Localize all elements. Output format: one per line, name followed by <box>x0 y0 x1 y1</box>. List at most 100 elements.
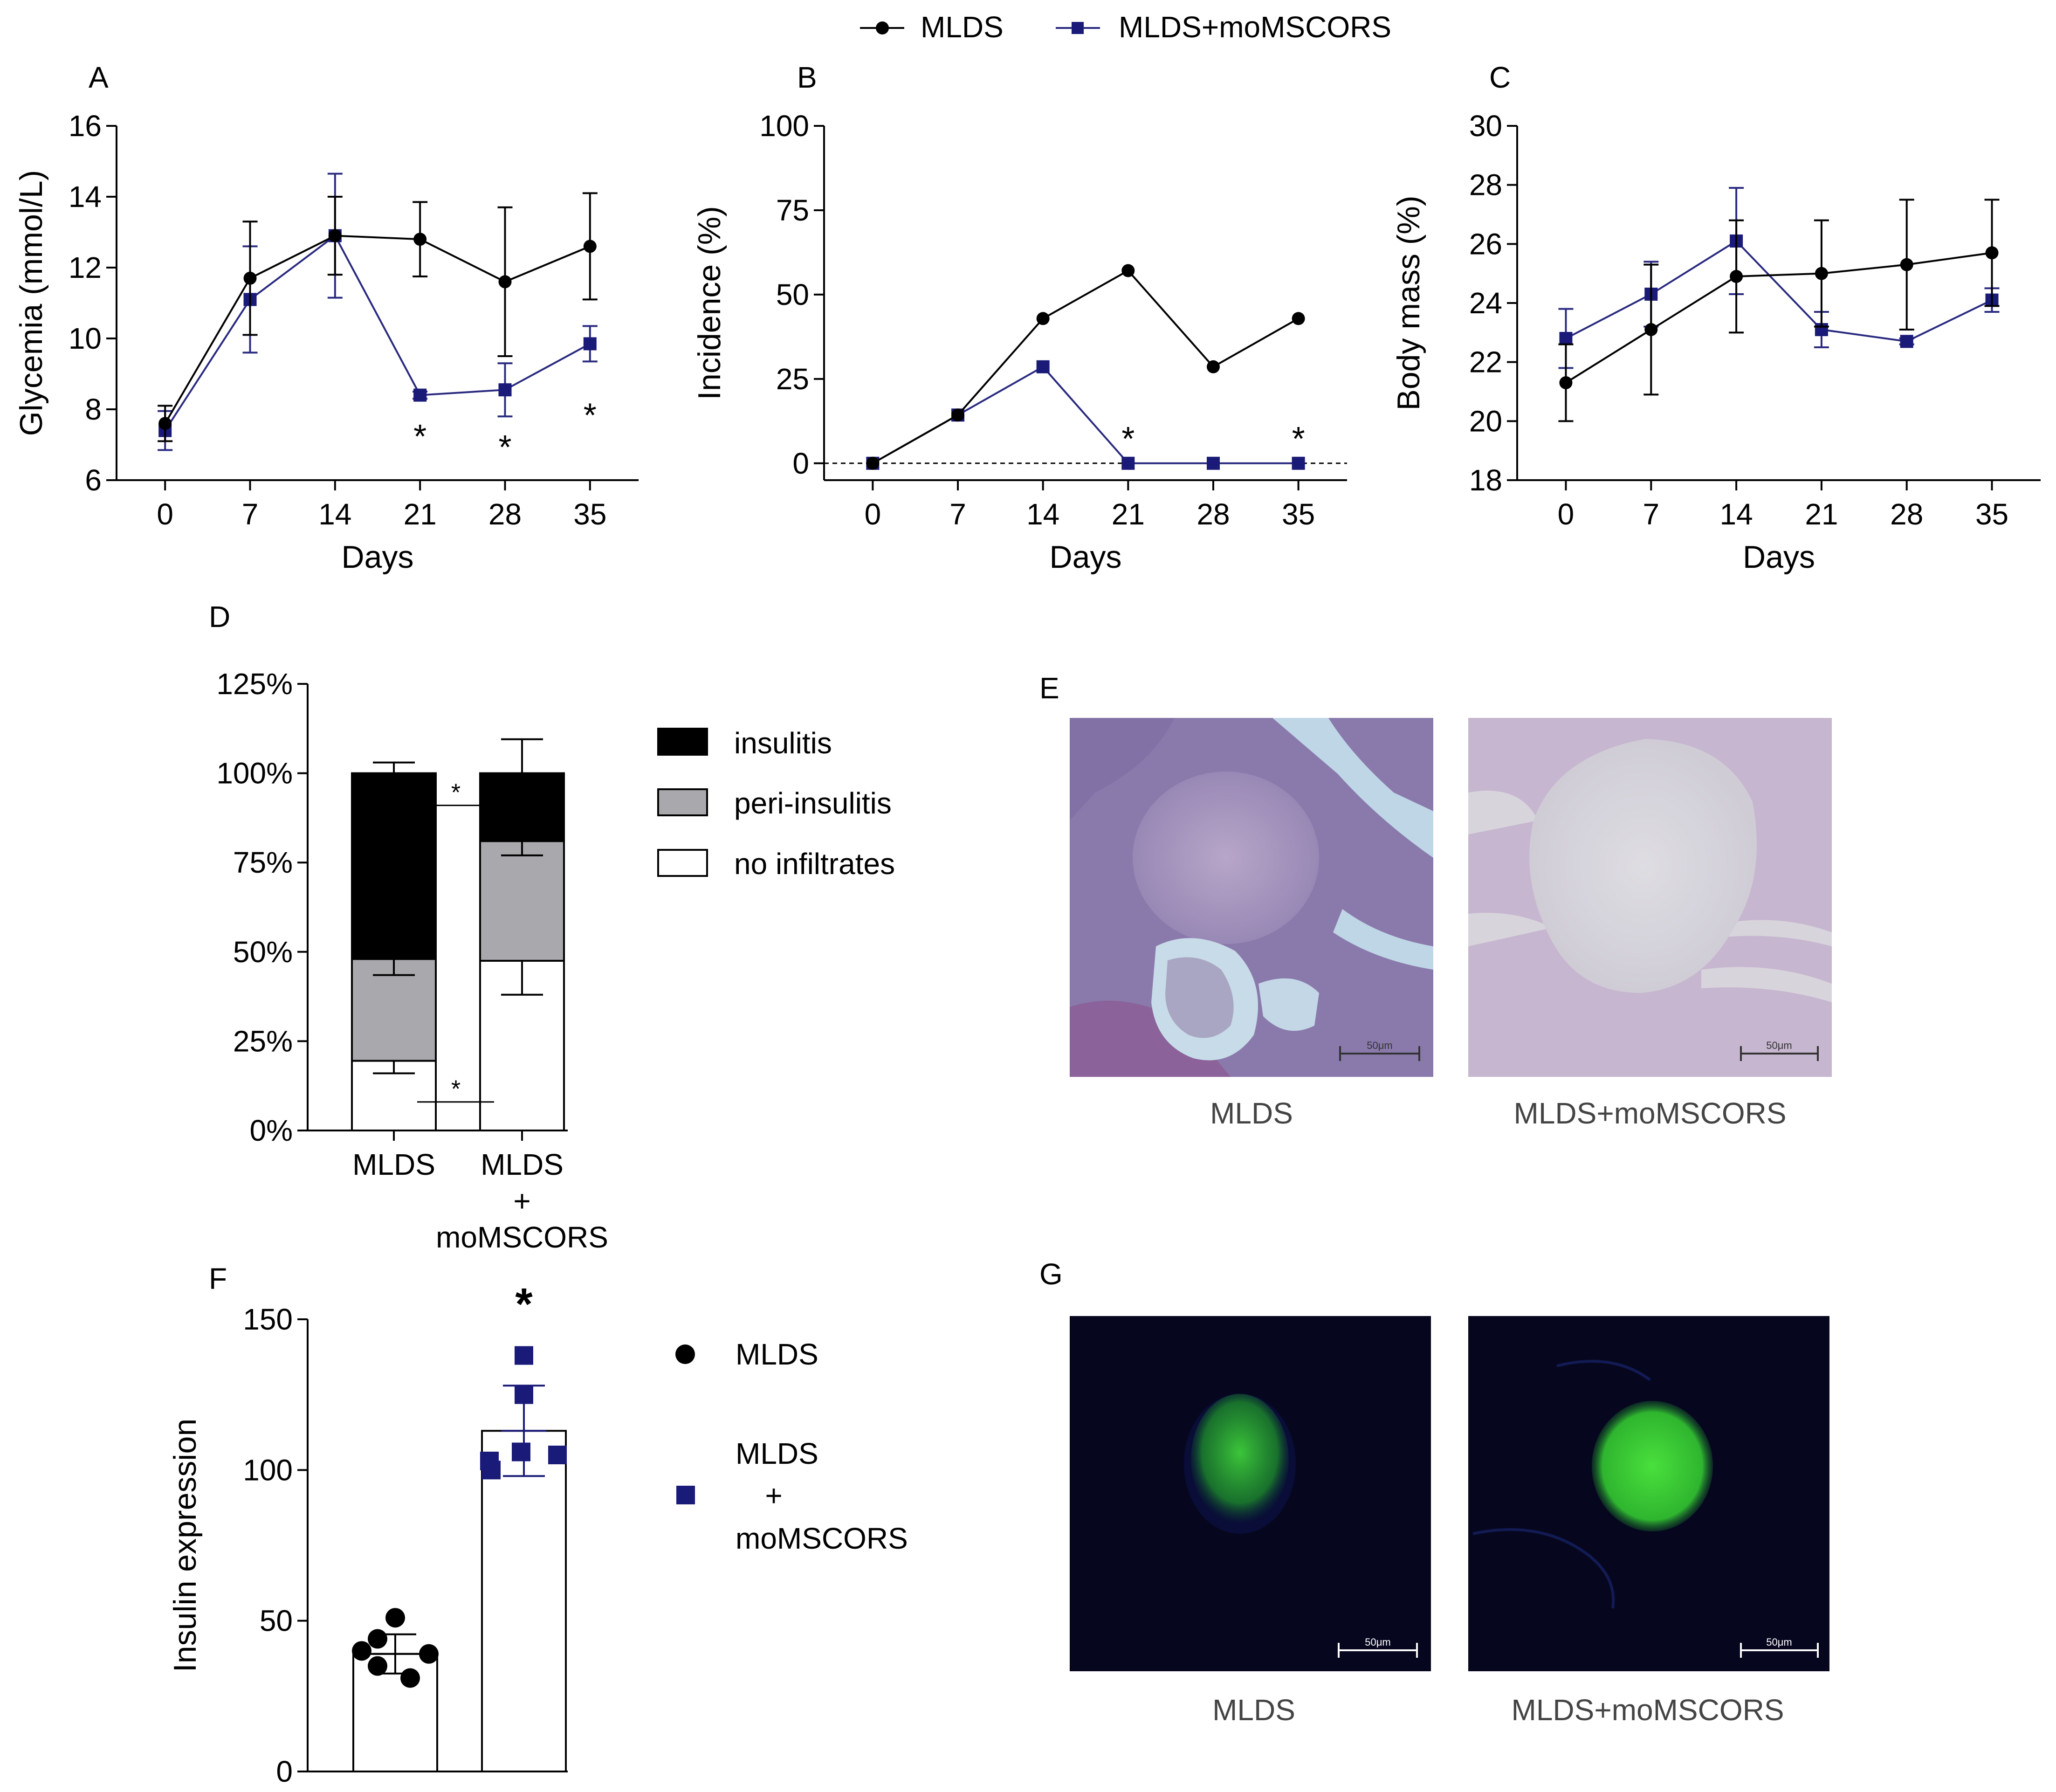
data-point-mlds <box>413 233 427 246</box>
bar-segment-insulitis <box>479 772 565 842</box>
y-tick-label: 30 <box>1469 109 1502 143</box>
data-point-mlds <box>158 417 172 430</box>
he-image-moms: 50μm <box>1468 718 1832 1077</box>
y-tick-label: 16 <box>69 109 102 143</box>
legend-f-moms-label-1: MLDS <box>736 1437 818 1470</box>
significance-star: * <box>413 418 426 455</box>
x-tick-label: 35 <box>1282 497 1315 531</box>
data-point-mlds <box>243 271 257 285</box>
y-axis-title: Glycemia (mmol/L) <box>14 170 49 436</box>
x-tick-label: 14 <box>318 497 351 531</box>
if-image-moms: 50μm <box>1468 1316 1829 1671</box>
x-axis-title: Days <box>1743 539 1815 575</box>
legend-mlds-marker <box>876 21 889 34</box>
panel-f-insulin-chart: 0 50 100 150 Insulin expression * <box>167 1279 568 1788</box>
series-line-moms <box>872 365 1299 464</box>
significance-star: * <box>451 779 461 806</box>
data-point-mlds <box>1900 258 1913 271</box>
y-tick-label: 100 <box>243 1453 293 1487</box>
data-point-moms <box>1900 335 1913 348</box>
if-label-mlds: MLDS <box>1212 1693 1295 1727</box>
y-tick-label: 50 <box>776 278 809 311</box>
panel-b-incidence-chart: 0 25 50 75 100 0 7 14 21 28 35 Days Incidence (%) * * <box>692 109 1347 575</box>
y-tick-label: 8 <box>85 393 102 426</box>
panel-g-micrographs: 50μm MLDS 50μm MLDS+moMSCORS <box>1070 1316 1829 1727</box>
panel-label-f: F <box>209 1262 227 1296</box>
significance-star: * <box>498 429 511 466</box>
series-line-mlds <box>872 269 1299 464</box>
data-point-mlds <box>352 1641 371 1661</box>
data-point-mlds <box>866 456 880 470</box>
data-point-moms <box>515 1385 533 1404</box>
x-tick-label: 14 <box>1719 497 1753 531</box>
data-point-mlds <box>951 408 965 422</box>
data-point-mlds <box>1985 246 1999 260</box>
y-tick-label: 0% <box>250 1114 293 1147</box>
x-tick-label: 7 <box>1643 497 1659 531</box>
series-line-moms <box>1565 240 1993 343</box>
y-tick-label: 26 <box>1469 227 1502 261</box>
data-point-mlds <box>1121 264 1135 277</box>
data-point-moms <box>548 1446 567 1464</box>
y-axis-title: Insulin expression <box>167 1419 203 1672</box>
x-tick-label: 28 <box>1890 497 1923 531</box>
series-line-mlds <box>1565 252 1992 384</box>
legend-f-moms-marker <box>676 1486 695 1504</box>
y-tick-label: 22 <box>1469 345 1502 379</box>
legend-f-moms-label-3: moMSCORS <box>736 1522 908 1555</box>
panel-label-a: A <box>89 61 109 94</box>
panel-label-b: B <box>797 61 817 94</box>
data-point-mlds <box>385 1608 405 1628</box>
x-tick-label: 28 <box>1196 497 1230 531</box>
legend-no-infiltrates-swatch <box>657 849 708 877</box>
x-tick-label: 21 <box>404 497 437 531</box>
legend-f-mlds-label: MLDS <box>736 1337 818 1371</box>
legend-moms-marker <box>1072 22 1084 34</box>
if-label-moms: MLDS+moMSCORS <box>1512 1693 1784 1727</box>
data-point-mlds <box>368 1656 387 1676</box>
y-tick-label: 75% <box>233 846 293 879</box>
y-tick-label: 6 <box>85 463 102 497</box>
y-tick-label: 125% <box>216 667 293 701</box>
y-tick-label: 75 <box>776 193 809 227</box>
data-point-mlds <box>368 1629 387 1649</box>
data-point-moms <box>1121 456 1135 470</box>
data-point-mlds <box>1815 267 1828 280</box>
y-tick-label: 25% <box>233 1024 293 1058</box>
panel-label-c: C <box>1489 61 1511 94</box>
data-point-moms <box>1559 332 1573 345</box>
x-tick-label: 7 <box>242 497 259 531</box>
data-point-mlds <box>1559 376 1573 389</box>
data-point-mlds <box>328 229 342 242</box>
y-axis-title: Body mass (%) <box>1391 196 1426 411</box>
data-point-mlds <box>1036 312 1050 325</box>
data-point-mlds <box>583 240 597 253</box>
x-tick-label: 7 <box>949 497 966 531</box>
he-image-mlds: 50μm <box>1070 718 1433 1077</box>
scale-bar-e-left: 50μm <box>1367 1040 1392 1051</box>
legend-insulitis-label: insulitis <box>734 726 832 760</box>
bar-segment-insulitis <box>351 772 437 960</box>
legend-peri-insulitis-label: peri-insulitis <box>734 786 892 820</box>
y-tick-label: 0 <box>792 447 809 480</box>
bar-mean <box>481 1430 567 1772</box>
legend-peri-insulitis-swatch <box>657 788 708 816</box>
significance-star: * <box>1121 420 1135 458</box>
data-point-moms <box>583 337 597 351</box>
scale-bar-e-right: 50μm <box>1766 1040 1792 1051</box>
data-point-moms <box>498 383 512 397</box>
y-tick-label: 12 <box>69 251 102 284</box>
series-line-moms <box>164 234 591 431</box>
x-tick-label: 0 <box>157 497 173 531</box>
panel-d-infiltration-chart: 0%25%50%75%100%125%MLDS MLDS+moMSCORS** <box>216 667 608 1254</box>
x-tick-label: MLDS <box>352 1148 435 1181</box>
y-tick-label: 10 <box>69 322 102 355</box>
x-axis-title: Days <box>1050 539 1122 575</box>
y-tick-label: 150 <box>243 1303 293 1336</box>
significance-star: * <box>584 397 597 434</box>
legend-f-mlds-marker <box>675 1344 695 1364</box>
x-tick-label: 35 <box>1975 497 2008 531</box>
data-point-moms <box>482 1461 501 1480</box>
x-tick-label: 28 <box>488 497 522 531</box>
panel-label-g: G <box>1039 1257 1063 1291</box>
